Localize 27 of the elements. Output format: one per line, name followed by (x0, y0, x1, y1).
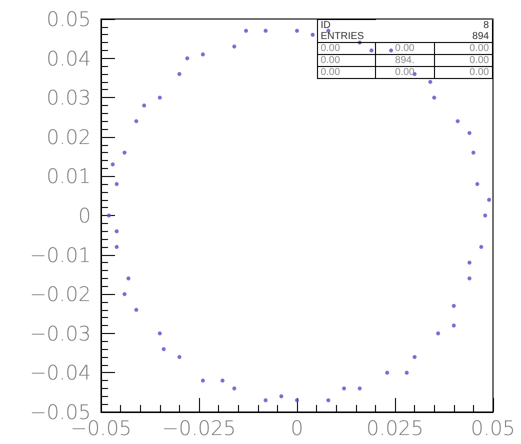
annotation: 0.00 (434, 54, 492, 66)
y-tick-label: −0.04 (30, 360, 91, 385)
x-tick-label: 0 (290, 416, 304, 440)
y-tick-label: −0.01 (30, 242, 91, 267)
y-tick-label: 0.05 (46, 7, 91, 31)
x-tick-label: −0.025 (162, 416, 236, 440)
annotation: 894 (376, 31, 492, 42)
annotation: 0.00 (317, 66, 376, 78)
annotation: ID (317, 20, 376, 31)
y-tick-label: 0.03 (46, 86, 91, 110)
y-tick-label: −0.03 (30, 321, 91, 346)
y-tick-label: 0.02 (46, 124, 91, 149)
y-tick-label: 0.01 (46, 164, 91, 188)
y-tick-label: 0.04 (46, 46, 91, 70)
y-tick-label: 0 (78, 204, 91, 228)
x-tick-label: 0.05 (470, 416, 516, 440)
annotation: 894. (376, 54, 434, 66)
annotation: 0.00 (434, 42, 492, 54)
annotation: 0.00 (376, 66, 434, 78)
annotation: 0.00 (376, 42, 434, 54)
annotation: 0.00 (434, 66, 492, 78)
annotation: ENTRIES (317, 31, 376, 42)
annotation: 0.00 (317, 42, 376, 54)
annotation: 8 (376, 20, 492, 31)
x-tick-label: 0.025 (366, 416, 424, 440)
annotation: 0.00 (317, 54, 376, 66)
y-tick-label: −0.02 (30, 282, 91, 306)
